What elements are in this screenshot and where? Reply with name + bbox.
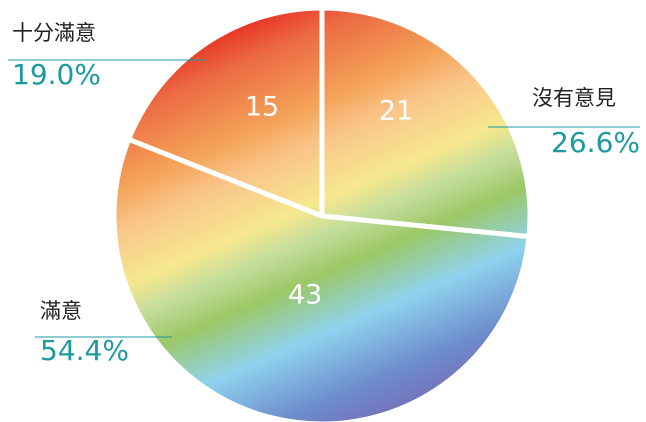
value-label: 43 (288, 280, 322, 311)
percent-label: 54.4% (40, 334, 129, 367)
category-label: 滿意 (40, 299, 82, 323)
chart: 21 沒有意見 26.6% 43 滿意 54.4% 15 十分滿意 19.0% (0, 0, 646, 422)
category-label: 沒有意見 (532, 86, 616, 110)
category-label: 十分滿意 (12, 21, 96, 45)
percent-label: 19.0% (12, 58, 101, 91)
percent-label: 26.6% (551, 126, 640, 159)
value-label: 15 (245, 92, 279, 123)
value-label: 21 (379, 96, 413, 127)
pie-slice (322, 8, 530, 237)
